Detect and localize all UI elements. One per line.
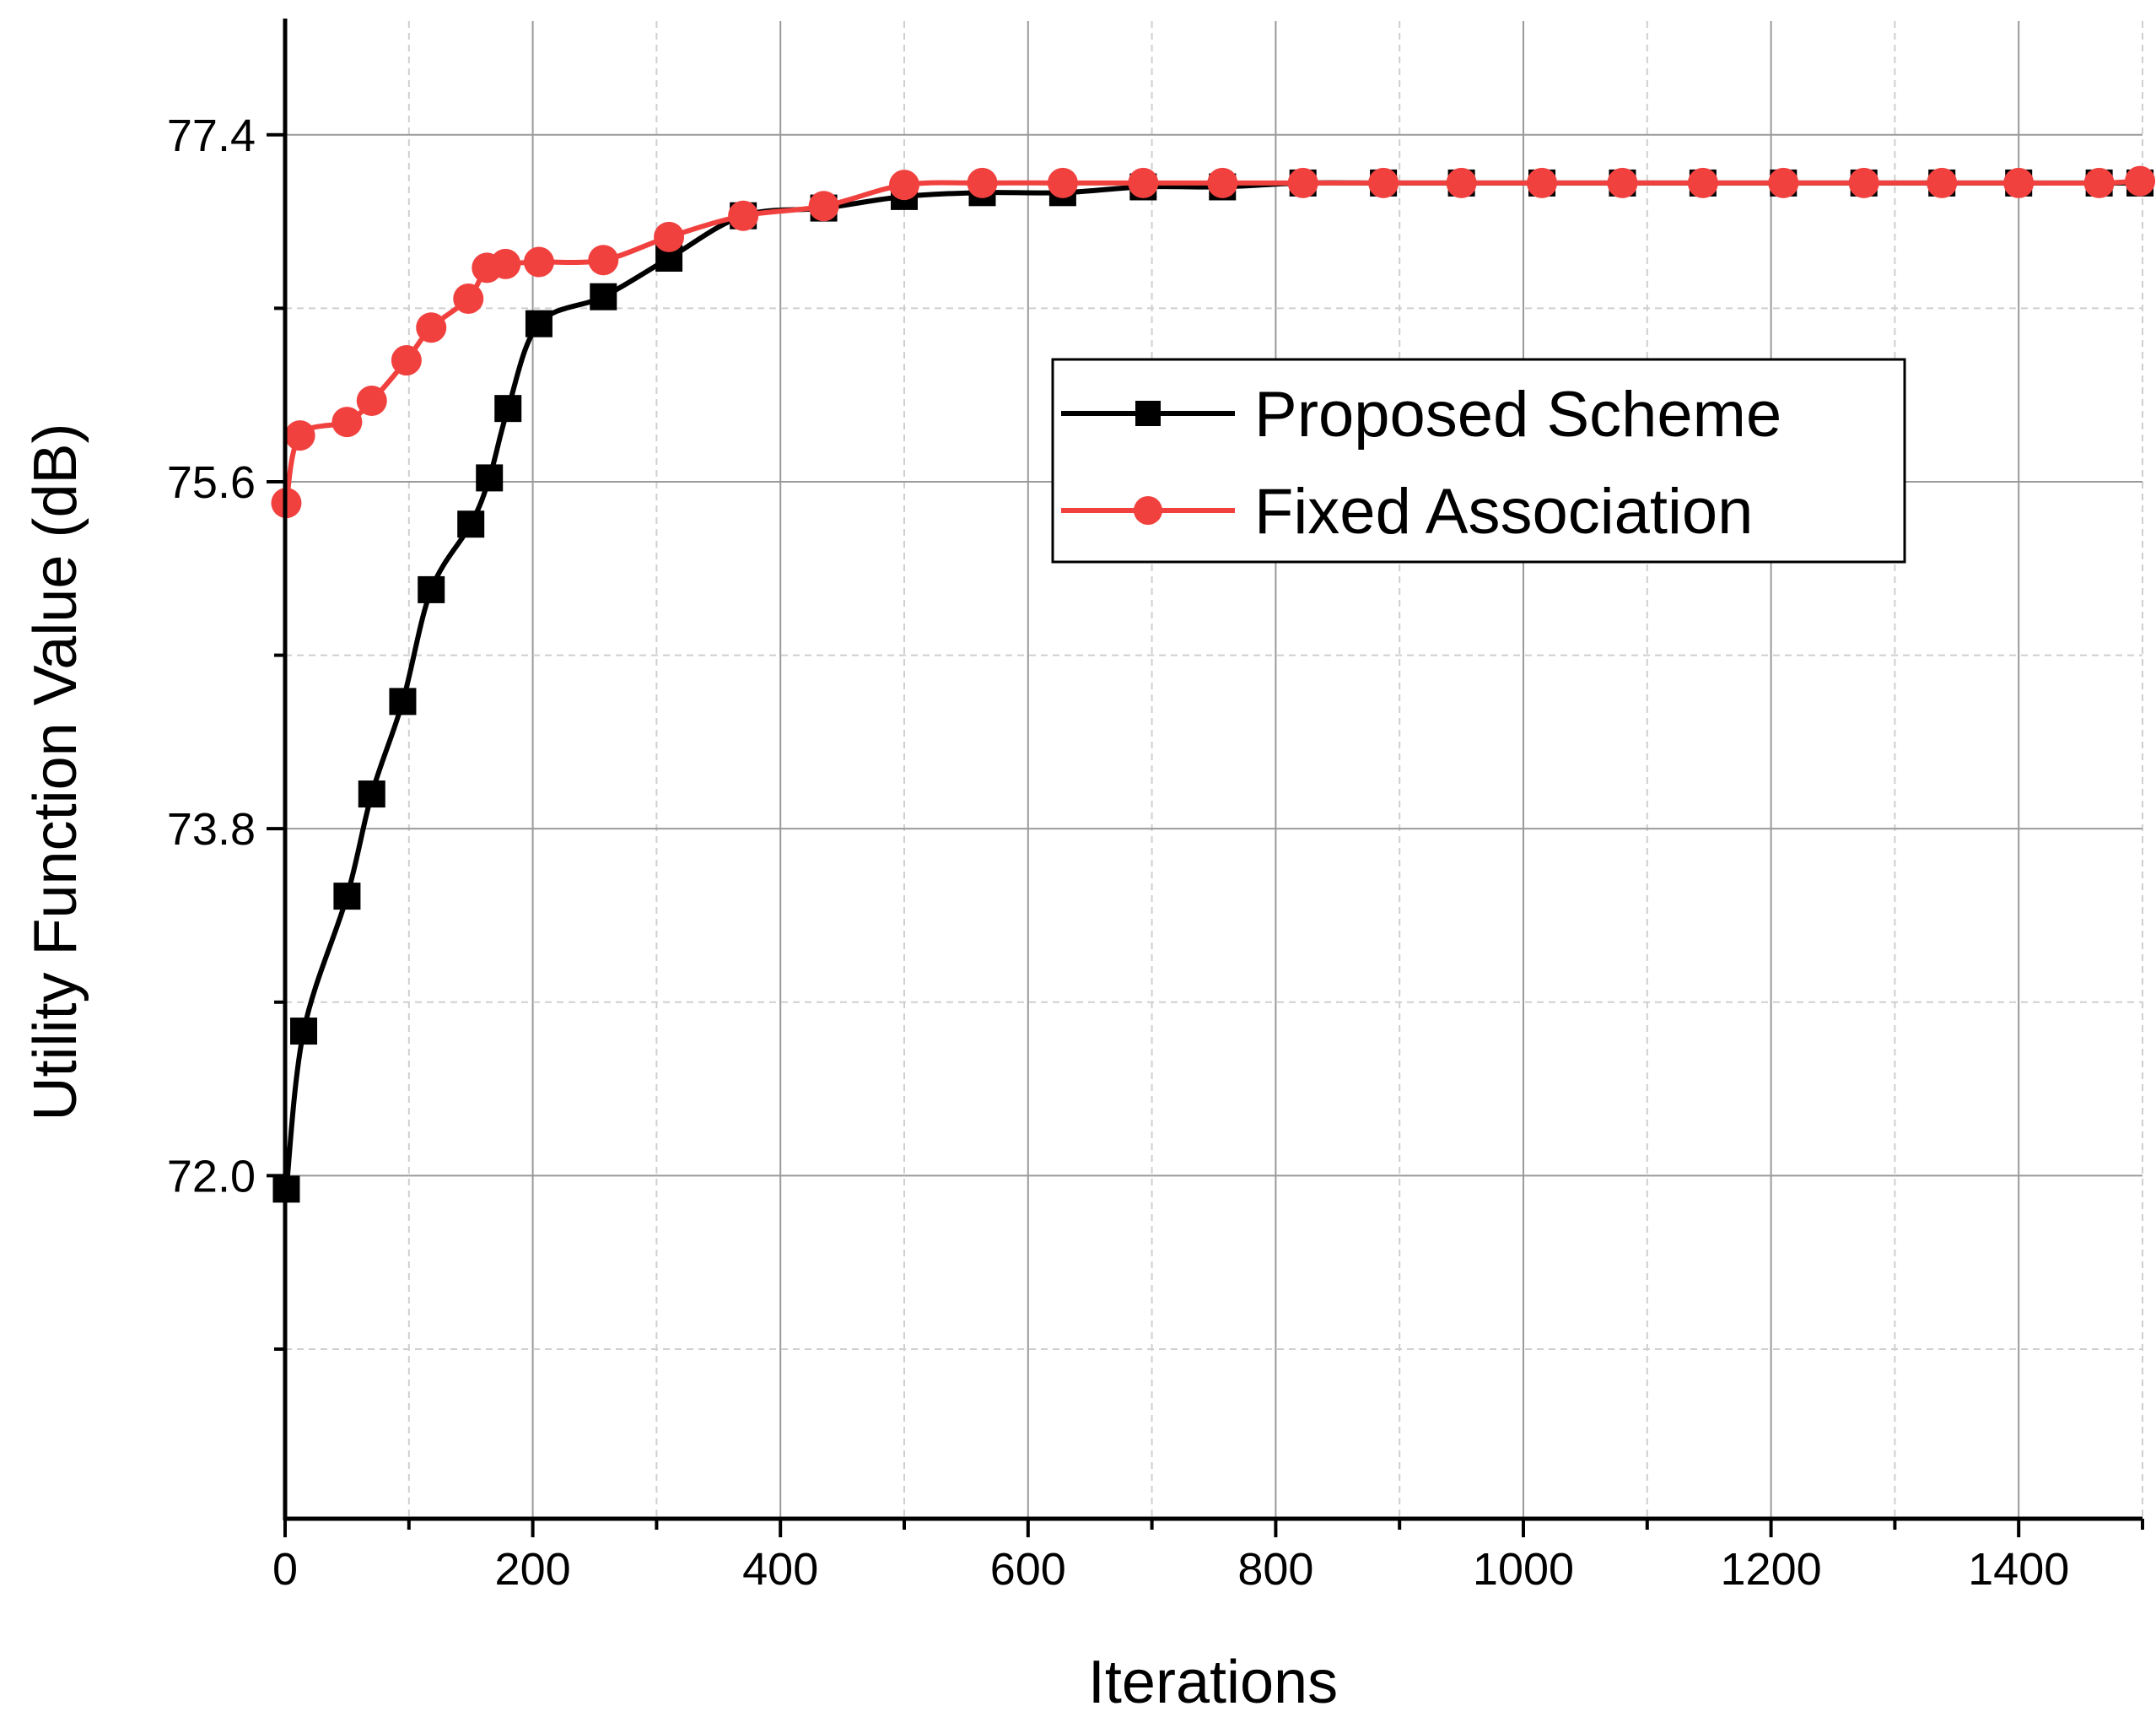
data-point-circle: [2003, 167, 2035, 198]
data-point-circle: [453, 283, 484, 314]
legend-label-fixed: Fixed Association: [1254, 476, 1753, 548]
data-point-circle: [1687, 167, 1718, 198]
data-point-circle: [284, 420, 315, 451]
data-point-square: [358, 780, 385, 808]
legend-marker-square: [1135, 401, 1161, 426]
x-tick-label: 400: [742, 1544, 818, 1595]
data-point-circle: [331, 407, 363, 438]
data-point-circle: [1368, 167, 1399, 198]
data-point-circle: [2083, 167, 2115, 198]
data-point-circle: [1607, 167, 1638, 198]
data-point-square: [457, 510, 485, 538]
y-tick-label: 75.6: [167, 457, 256, 508]
x-tick-label: 1400: [1968, 1544, 2069, 1595]
data-point-circle: [1446, 167, 1477, 198]
data-point-square: [476, 464, 504, 492]
x-tick-label: 1200: [1721, 1544, 1822, 1595]
legend-marker-circle: [1134, 496, 1162, 525]
axes: 0 200 400 600 800 1000 1200 1400 72.0 73.8 75.6 77.…: [167, 19, 2144, 1595]
x-tick-label: 800: [1237, 1544, 1313, 1595]
y-tick-label: 72.0: [167, 1151, 256, 1201]
data-point-circle: [967, 167, 998, 198]
data-point-circle: [1128, 167, 1159, 198]
data-point-square: [389, 688, 417, 715]
data-point-square: [290, 1018, 318, 1045]
series-proposed-scheme: [272, 169, 2154, 1203]
data-point-circle: [889, 170, 919, 201]
data-point-circle: [523, 246, 554, 278]
data-point-circle: [1927, 167, 1958, 198]
y-tick-label: 73.8: [167, 804, 256, 855]
data-point-circle: [490, 248, 521, 279]
y-axis-title: Utility Function Value (dB): [22, 424, 89, 1121]
data-point-square: [494, 395, 522, 423]
data-point-square: [590, 283, 617, 310]
data-point-circle: [808, 191, 839, 222]
data-point-circle: [1848, 167, 1879, 198]
data-point-circle: [391, 345, 422, 376]
data-point-circle: [728, 200, 759, 231]
data-point-circle: [1207, 167, 1238, 198]
data-point-circle: [416, 312, 447, 343]
grid: [285, 21, 2143, 1519]
data-point-square: [418, 575, 445, 603]
data-point-circle: [1047, 167, 1078, 198]
x-tick-label: 600: [990, 1544, 1066, 1595]
data-point-circle: [1287, 167, 1318, 198]
data-point-circle: [654, 221, 685, 252]
y-tick-label: 77.4: [167, 111, 256, 161]
data-point-square: [525, 310, 552, 337]
x-tick-label: 0: [272, 1544, 298, 1595]
data-point-circle: [1527, 167, 1558, 198]
legend-label-proposed: Proposed Scheme: [1254, 379, 1781, 451]
data-point-circle: [588, 245, 619, 276]
x-axis-title: Iterations: [1088, 1649, 1338, 1716]
data-point-circle: [2125, 165, 2156, 197]
x-tick-label: 1000: [1473, 1544, 1574, 1595]
data-point-square: [333, 883, 361, 910]
series-line: [283, 180, 2141, 1190]
data-point-circle: [1768, 167, 1799, 198]
series-layer: [271, 165, 2156, 1203]
legend-box: [1051, 358, 1906, 564]
series-fixed-association: [271, 165, 2156, 519]
data-point-circle: [356, 386, 387, 417]
x-tick-label: 200: [495, 1544, 571, 1595]
legend: Proposed Scheme Fixed Association: [1051, 358, 1906, 564]
